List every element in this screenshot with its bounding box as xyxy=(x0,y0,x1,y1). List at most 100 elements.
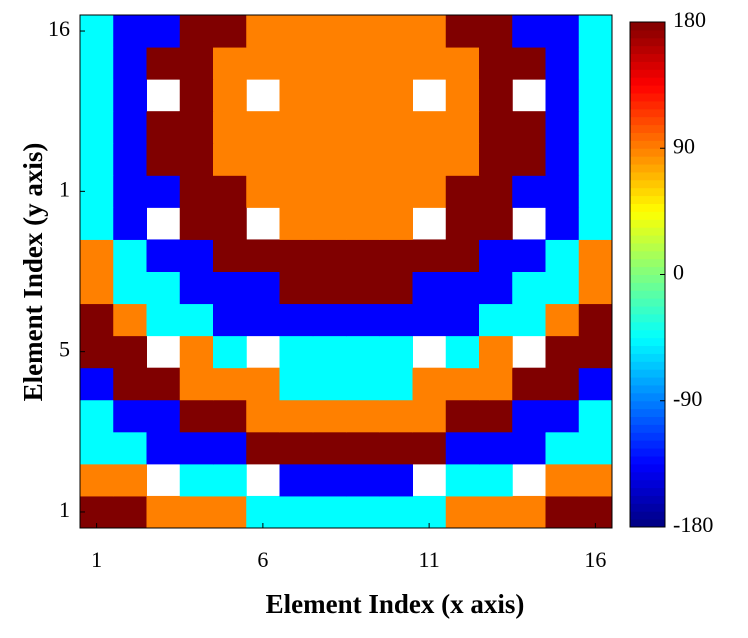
heat-cell xyxy=(545,399,580,433)
colorbar-segment xyxy=(630,361,665,370)
heat-cell xyxy=(80,79,114,112)
heat-cell xyxy=(379,367,413,401)
heat-cell xyxy=(213,303,247,337)
heat-cell xyxy=(113,431,147,465)
heat-cell xyxy=(80,367,114,401)
colorbar-segment xyxy=(630,61,665,70)
colorbar-segment xyxy=(630,282,665,291)
heat-cell xyxy=(412,399,447,433)
heat-cell xyxy=(545,47,580,80)
heat-cell xyxy=(479,111,513,144)
heat-cell xyxy=(113,239,147,272)
colorbar-segment xyxy=(630,448,665,457)
colorbar-segment xyxy=(630,195,665,204)
heat-cell xyxy=(113,47,147,80)
heat-cell xyxy=(578,15,613,48)
colorbar-segment xyxy=(630,440,665,449)
colorbar-tick-label: 90 xyxy=(673,133,695,158)
colorbar-segment xyxy=(630,487,665,496)
colorbar-segment xyxy=(630,455,665,465)
colorbar-segment xyxy=(630,45,665,55)
heat-cell xyxy=(379,111,413,144)
heat-cell xyxy=(578,431,613,465)
colorbar-segment xyxy=(630,416,665,425)
colorbar-segment xyxy=(630,53,665,62)
heat-cell xyxy=(545,239,580,272)
heat-cell xyxy=(80,175,114,208)
heat-cell xyxy=(578,175,613,208)
colorbar-segment xyxy=(630,219,665,228)
colorbar-segment xyxy=(630,140,665,149)
heat-cell xyxy=(312,495,347,529)
heat-cell xyxy=(545,143,580,176)
heat-cell xyxy=(545,335,580,369)
heat-cell xyxy=(279,335,314,369)
heat-cell xyxy=(279,143,314,176)
heat-cell xyxy=(379,239,413,272)
heat-cell xyxy=(179,335,214,369)
heat-cell xyxy=(213,111,247,144)
heat-cell xyxy=(578,207,613,240)
x-axis-label: Element Index (x axis) xyxy=(266,589,525,619)
heat-cell xyxy=(479,463,513,497)
heat-cell xyxy=(445,207,480,240)
heat-cell xyxy=(346,15,380,48)
heat-cell xyxy=(445,367,480,401)
heat-cell xyxy=(312,335,347,369)
heat-cell xyxy=(346,239,380,272)
heat-cell xyxy=(246,239,280,272)
heat-cell xyxy=(479,143,513,176)
colorbar-segment xyxy=(630,479,665,489)
heat-cell xyxy=(545,303,580,337)
colorbar-segment xyxy=(630,274,665,283)
colorbar-segment xyxy=(630,93,665,102)
heat-cell xyxy=(179,207,214,240)
heat-cell xyxy=(578,79,613,112)
heat-cell xyxy=(246,367,280,401)
heat-cell xyxy=(246,431,280,465)
heat-cell xyxy=(512,367,546,401)
heat-cell xyxy=(279,303,314,337)
heat-cell xyxy=(246,303,280,337)
colorbar-tick-label: 0 xyxy=(673,260,684,285)
heat-cell xyxy=(246,175,280,208)
heat-cell xyxy=(113,271,147,305)
heat-cell xyxy=(479,431,513,465)
heat-cell xyxy=(578,399,613,433)
y-tick-label: 1 xyxy=(59,497,70,522)
heat-cell xyxy=(346,271,380,305)
heat-cell xyxy=(346,303,380,337)
heat-cell xyxy=(179,239,214,272)
heat-cell xyxy=(479,367,513,401)
y-tick-label: 16 xyxy=(48,16,70,41)
heat-cell xyxy=(113,143,147,176)
heat-cell xyxy=(113,111,147,144)
heat-cell xyxy=(80,335,114,369)
heat-cell xyxy=(179,175,214,208)
colorbar-tick-label: -90 xyxy=(673,386,702,411)
colorbar-segment xyxy=(630,227,665,236)
heat-cell xyxy=(312,175,347,208)
colorbar-segment xyxy=(630,37,665,47)
heat-cell xyxy=(578,303,613,337)
heat-cell xyxy=(246,47,280,80)
y-tick-label: 5 xyxy=(59,337,70,362)
heat-cell xyxy=(379,143,413,176)
heat-cell xyxy=(179,143,214,176)
heat-cell xyxy=(213,239,247,272)
heat-cell xyxy=(80,143,114,176)
plot-frame xyxy=(79,14,613,529)
colorbar-segment xyxy=(630,384,665,394)
heat-cell xyxy=(346,399,380,433)
colorbar-segment xyxy=(630,345,665,354)
heat-cell xyxy=(279,431,314,465)
heat-cell xyxy=(80,239,114,272)
heat-cell xyxy=(113,367,147,401)
x-tick-label: 6 xyxy=(257,547,268,572)
colorbar-segment xyxy=(630,77,665,86)
heat-cell xyxy=(113,303,147,337)
heat-cell xyxy=(578,143,613,176)
heat-cell xyxy=(279,207,314,240)
heat-cell xyxy=(80,207,114,240)
